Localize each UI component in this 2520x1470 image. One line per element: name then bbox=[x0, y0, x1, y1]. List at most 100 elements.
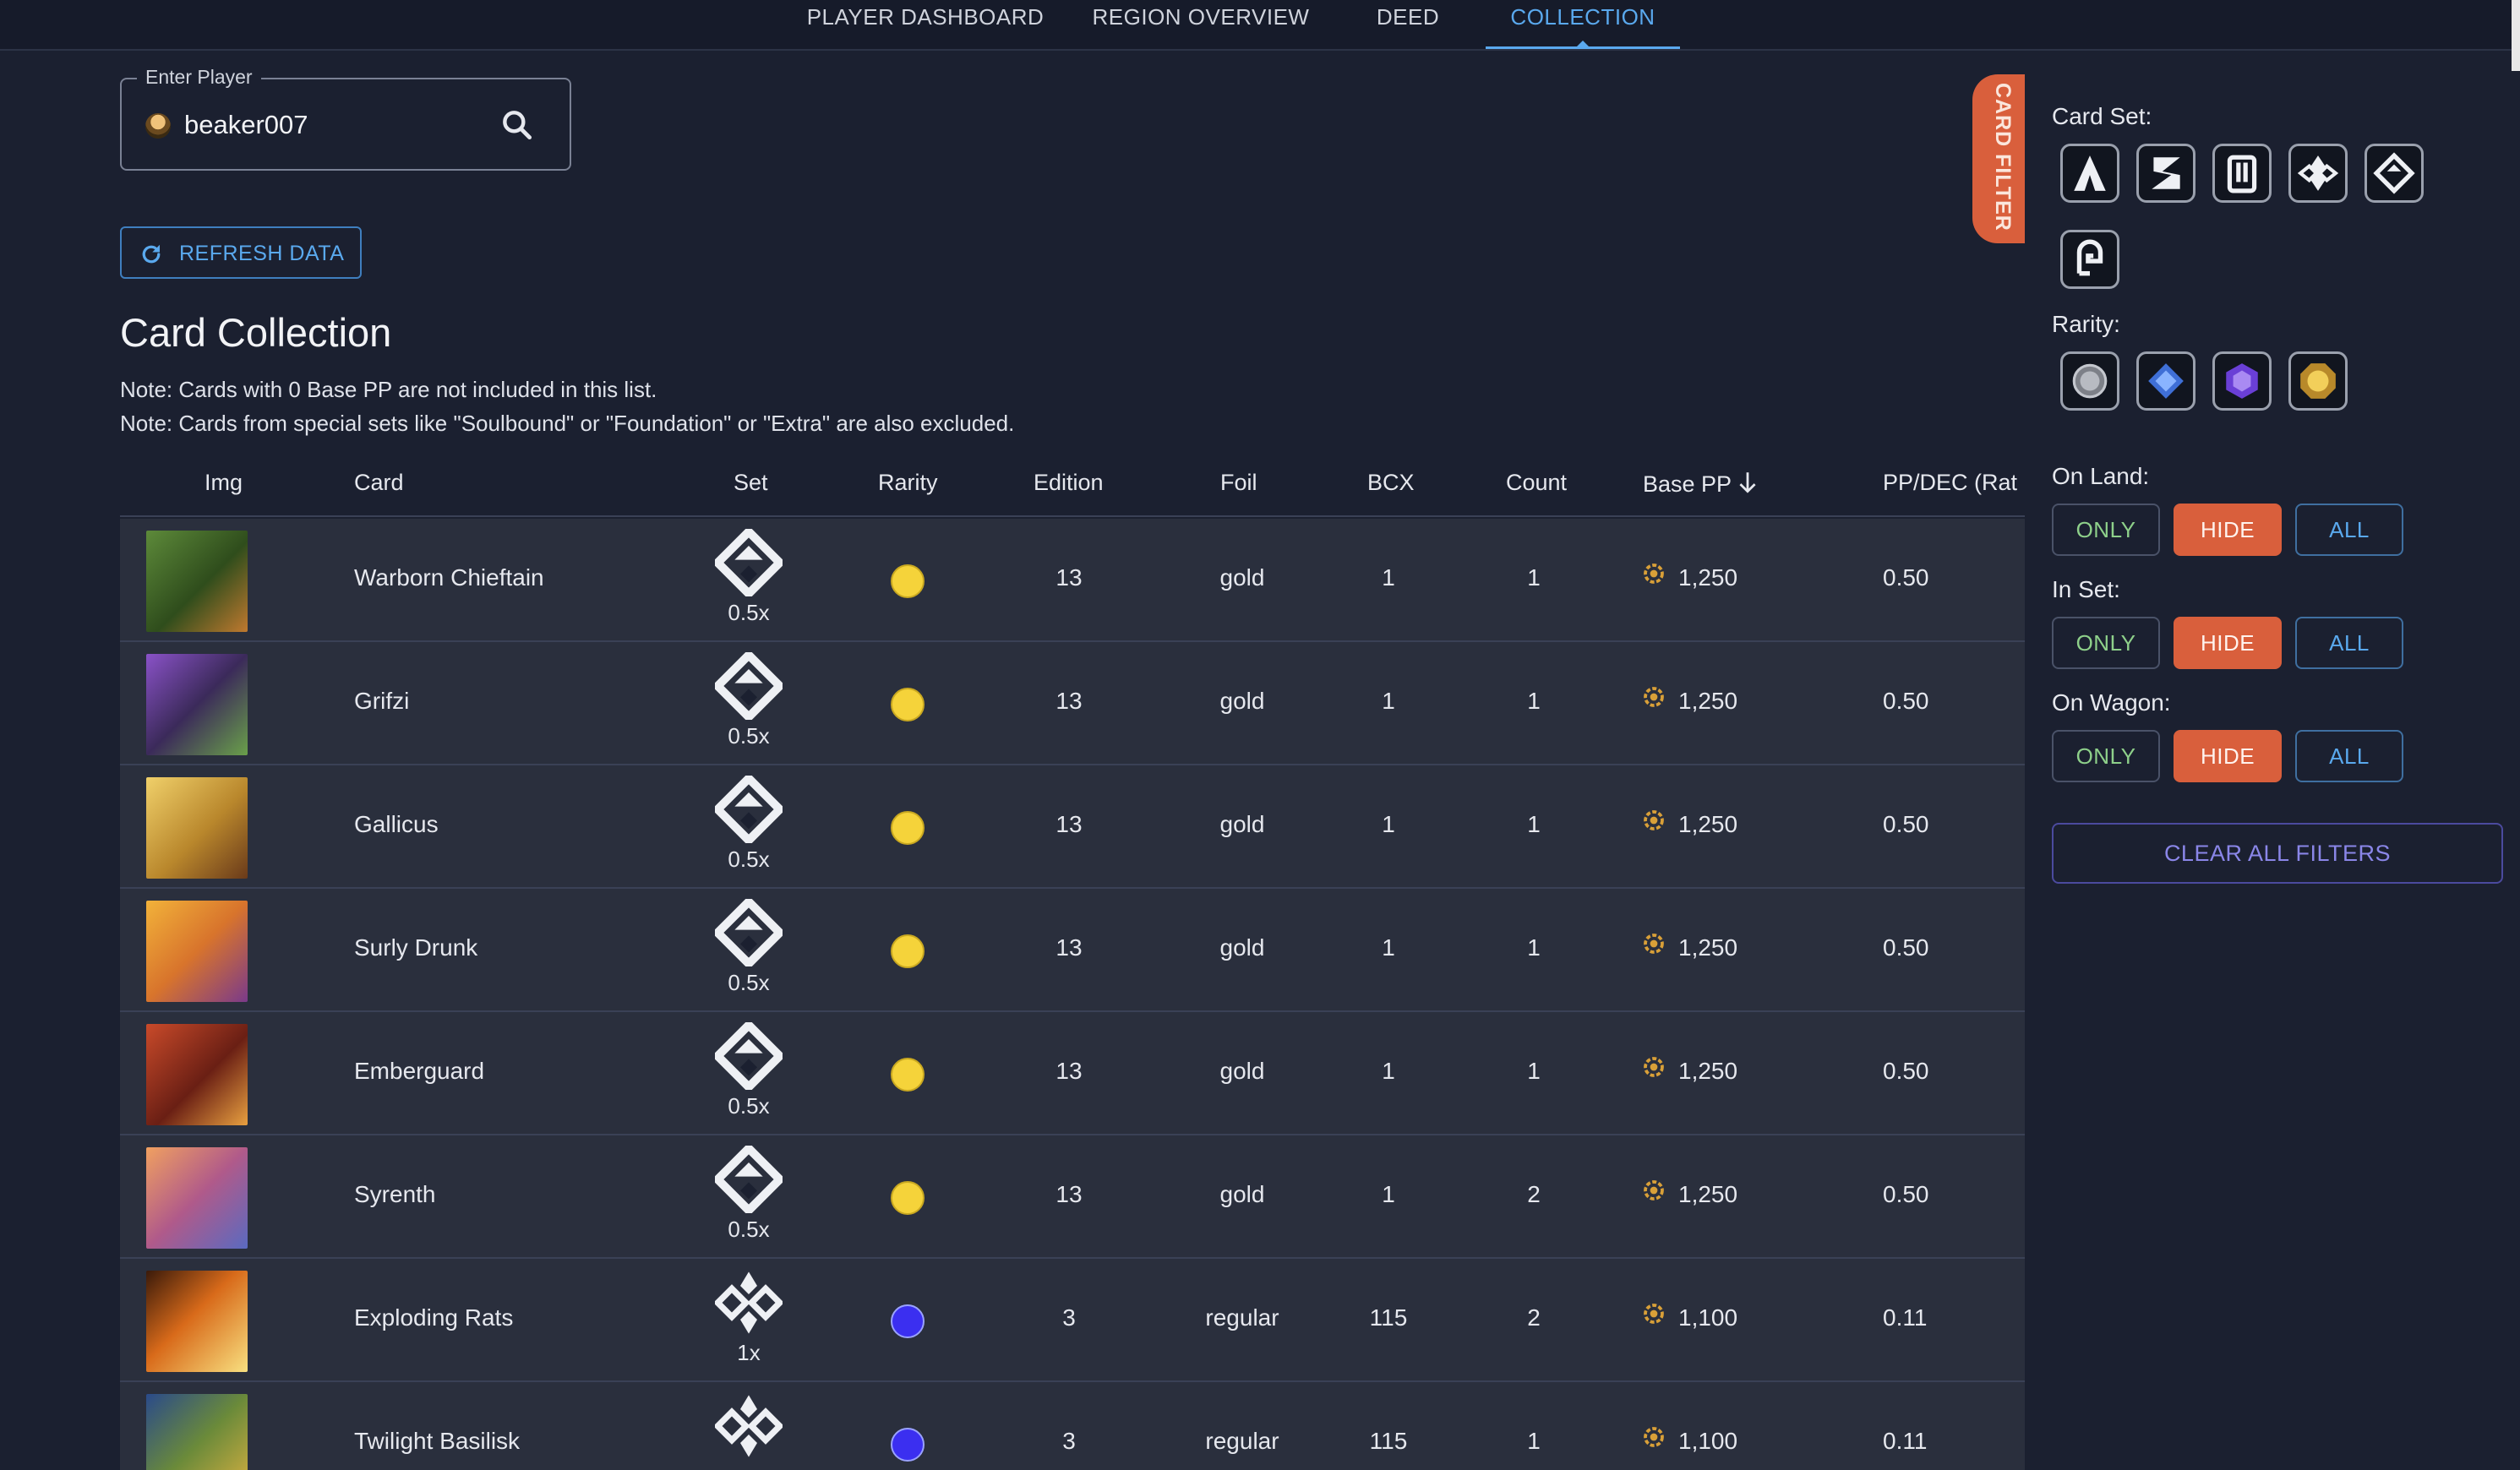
set-conclave-icon bbox=[2076, 239, 2103, 276]
in-set-all-button[interactable]: ALL bbox=[2295, 617, 2403, 669]
production-points-icon bbox=[1644, 687, 1664, 707]
column-header-count[interactable]: Count bbox=[1506, 470, 1568, 495]
bcx-cell: 1 bbox=[1382, 688, 1395, 714]
bcx-cell: 1 bbox=[1382, 811, 1395, 837]
edition-cell: 13 bbox=[1055, 688, 1083, 714]
on-wagon-hide-button[interactable]: HIDE bbox=[2174, 730, 2282, 782]
production-points-icon bbox=[1644, 1427, 1664, 1447]
column-header-rarity[interactable]: Rarity bbox=[878, 470, 938, 495]
set-filter-chaos-button[interactable] bbox=[2288, 144, 2348, 203]
in-set-hide-button[interactable]: HIDE bbox=[2174, 617, 2282, 669]
set-filter-u-button[interactable] bbox=[2212, 144, 2272, 203]
on-land-only-button[interactable]: ONLY bbox=[2052, 504, 2160, 556]
table-row[interactable]: Warborn Chieftain 13 gold 1 1 1,250 0.50 0.5x bbox=[120, 519, 2025, 642]
production-points-icon bbox=[1644, 810, 1664, 830]
base-pp-cell: 1,250 bbox=[1678, 1058, 1738, 1084]
column-header-edition[interactable]: Edition bbox=[1034, 470, 1104, 495]
window-scrollbar[interactable] bbox=[2512, 0, 2520, 71]
set-filter-s-button[interactable] bbox=[2136, 144, 2195, 203]
column-header-foil[interactable]: Foil bbox=[1220, 470, 1257, 495]
card-filter-tab[interactable]: CARD FILTER bbox=[1972, 74, 2026, 243]
rarity-gold-icon bbox=[891, 1181, 925, 1215]
count-cell: 1 bbox=[1527, 811, 1541, 837]
tab-collection[interactable]: COLLECTION bbox=[1486, 0, 1680, 49]
production-points-icon bbox=[1644, 934, 1664, 954]
search-icon[interactable] bbox=[499, 106, 536, 144]
page-title: Card Collection bbox=[120, 310, 392, 355]
rarity-gold-icon bbox=[891, 1058, 925, 1092]
edition-cell: 3 bbox=[1062, 1304, 1076, 1331]
set-s-icon bbox=[2152, 157, 2180, 189]
set-icon-a bbox=[715, 1146, 783, 1213]
player-input-field[interactable]: Enter Player beaker007 bbox=[120, 66, 571, 171]
rarity-filter-epic-button[interactable] bbox=[2212, 351, 2272, 411]
production-points-icon bbox=[1644, 1304, 1664, 1324]
edition-cell: 3 bbox=[1062, 1428, 1076, 1454]
set-multiplier: 1x bbox=[737, 1340, 761, 1365]
card-image bbox=[146, 1024, 248, 1125]
on-land-hide-button[interactable]: HIDE bbox=[2174, 504, 2282, 556]
rarity-common-icon bbox=[2072, 363, 2108, 399]
card-image bbox=[146, 777, 248, 879]
foil-cell: regular bbox=[1205, 1428, 1279, 1454]
table-row[interactable]: Gallicus 13 gold 1 1 1,250 0.50 0.5x bbox=[120, 765, 2025, 889]
set-multiplier: 0.5x bbox=[728, 1217, 770, 1242]
table-row[interactable]: Syrenth 13 gold 1 2 1,250 0.50 0.5x bbox=[120, 1135, 2025, 1259]
column-header-img[interactable]: Img bbox=[205, 470, 243, 495]
column-header-pp-dec[interactable]: PP/DEC (Rat bbox=[1883, 470, 2018, 495]
base-pp-cell: 1,250 bbox=[1678, 934, 1738, 961]
base-pp-cell: 1,250 bbox=[1678, 1181, 1738, 1207]
set-filter-alpha-button[interactable] bbox=[2060, 144, 2119, 203]
card-image bbox=[146, 654, 248, 755]
foil-cell: gold bbox=[1219, 564, 1265, 591]
set-filter-rebellion-button[interactable] bbox=[2365, 144, 2424, 203]
count-cell: 2 bbox=[1527, 1304, 1541, 1331]
tab-player-dashboard[interactable]: PLAYER DASHBOARD bbox=[806, 4, 1045, 30]
column-header-bcx[interactable]: BCX bbox=[1367, 470, 1415, 495]
card-name: Emberguard bbox=[354, 1058, 485, 1084]
set-multiplier: 0.5x bbox=[728, 970, 770, 995]
set-u-icon bbox=[2227, 155, 2257, 193]
column-header-base-pp[interactable]: Base PP bbox=[1643, 470, 1759, 498]
column-header-card[interactable]: Card bbox=[354, 470, 404, 495]
card-name: Syrenth bbox=[354, 1181, 436, 1207]
card-image bbox=[146, 1147, 248, 1249]
set-filter-conclave-button[interactable] bbox=[2060, 230, 2119, 289]
table-row[interactable]: Twilight Basilisk 3 regular 115 1 1,100 0.11 bbox=[120, 1382, 2025, 1470]
in-set-only-button[interactable]: ONLY bbox=[2052, 617, 2160, 669]
set-icon-a bbox=[715, 776, 783, 843]
rarity-filter-common-button[interactable] bbox=[2060, 351, 2119, 411]
base-pp-cell: 1,250 bbox=[1678, 688, 1738, 714]
table-row[interactable]: Surly Drunk 13 gold 1 1 1,250 0.50 0.5x bbox=[120, 889, 2025, 1012]
pp-dec-cell: 0.50 bbox=[1883, 1181, 1929, 1207]
card-image bbox=[146, 901, 248, 1002]
note-base-pp: Note: Cards with 0 Base PP are not inclu… bbox=[120, 377, 657, 402]
on-land-all-button[interactable]: ALL bbox=[2295, 504, 2403, 556]
clear-all-filters-button[interactable]: CLEAR ALL FILTERS bbox=[2052, 823, 2503, 884]
base-pp-cell: 1,250 bbox=[1678, 811, 1738, 837]
edition-cell: 13 bbox=[1055, 811, 1083, 837]
on-wagon-all-button[interactable]: ALL bbox=[2295, 730, 2403, 782]
set-icon-a bbox=[715, 899, 783, 966]
player-input-value[interactable]: beaker007 bbox=[184, 110, 308, 139]
rarity-filter-rare-button[interactable] bbox=[2136, 351, 2195, 411]
tab-region-overview[interactable]: REGION OVERVIEW bbox=[1092, 4, 1310, 30]
pp-dec-cell: 0.50 bbox=[1883, 688, 1929, 714]
count-cell: 1 bbox=[1527, 688, 1541, 714]
bcx-cell: 115 bbox=[1369, 1304, 1408, 1331]
note-special-sets: Note: Cards from special sets like "Soul… bbox=[120, 411, 1015, 436]
table-row[interactable]: Grifzi 13 gold 1 1 1,250 0.50 0.5x bbox=[120, 642, 2025, 765]
tab-deed[interactable]: DEED bbox=[1376, 4, 1440, 30]
set-icon-a bbox=[715, 529, 783, 596]
count-cell: 1 bbox=[1527, 934, 1541, 961]
rarity-label: Rarity: bbox=[2052, 311, 2120, 337]
table-row[interactable]: Exploding Rats 3 regular 115 2 1,100 0.11 1x bbox=[120, 1259, 2025, 1382]
card-name: Surly Drunk bbox=[354, 934, 478, 961]
refresh-data-label: REFRESH DATA bbox=[179, 242, 345, 265]
rarity-filter-legendary-button[interactable] bbox=[2288, 351, 2348, 411]
refresh-data-button[interactable]: REFRESH DATA bbox=[120, 226, 362, 279]
rarity-gold-icon bbox=[891, 934, 925, 968]
table-row[interactable]: Emberguard 13 gold 1 1 1,250 0.50 0.5x bbox=[120, 1012, 2025, 1135]
on-wagon-only-button[interactable]: ONLY bbox=[2052, 730, 2160, 782]
column-header-set[interactable]: Set bbox=[734, 470, 768, 495]
